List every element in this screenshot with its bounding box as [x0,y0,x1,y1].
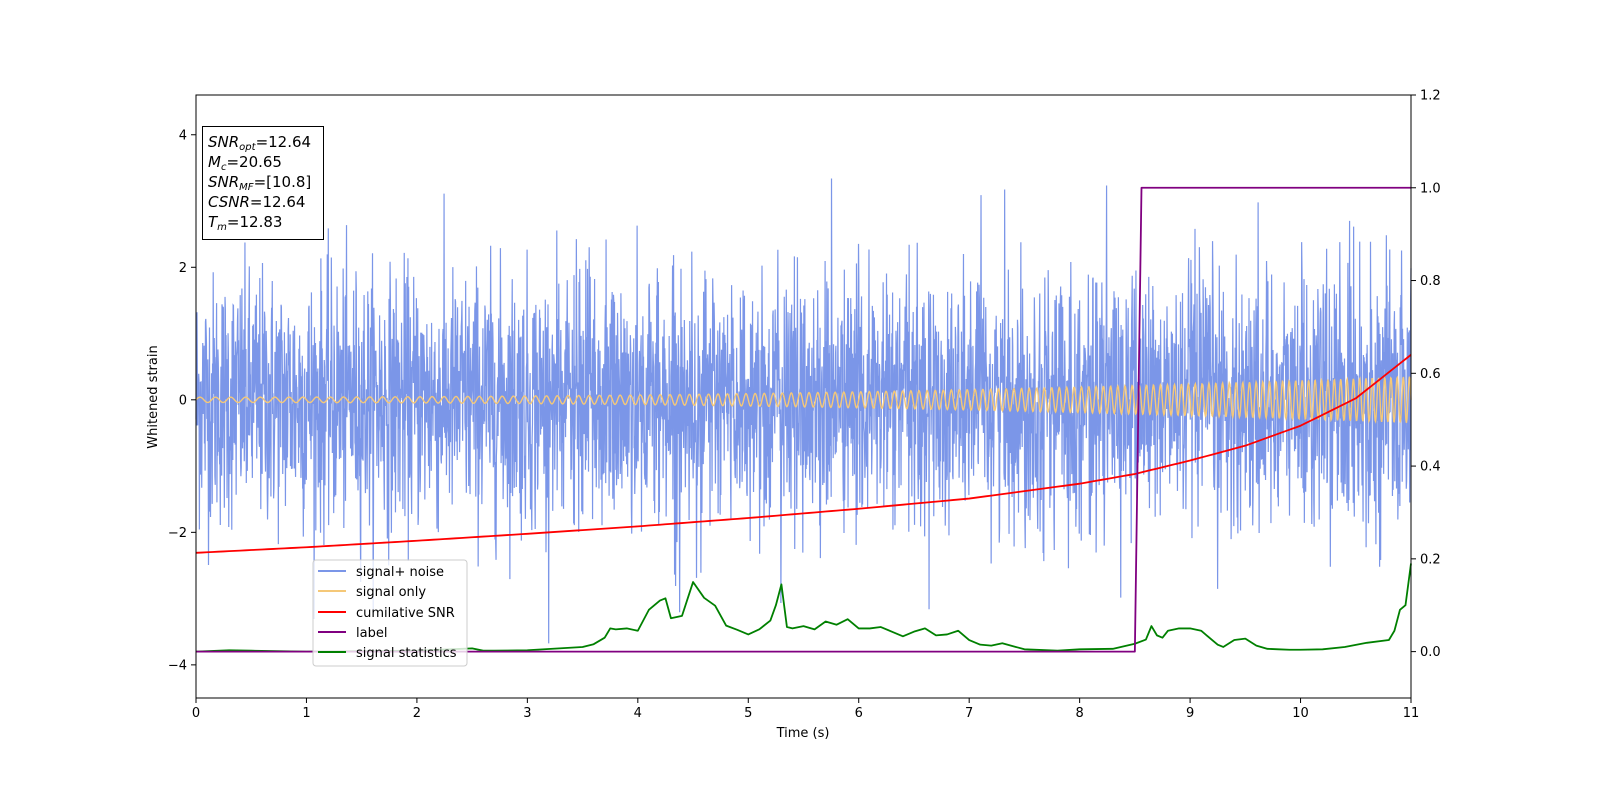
series-cumulative-snr [195,354,1412,554]
x-tick-label: 4 [634,706,642,721]
x-tick-label: 9 [1186,706,1194,721]
y-axis-label: Whitened strain [146,345,161,448]
y-tick-label: 4 [179,128,187,143]
legend-box [312,559,468,667]
x-tick-label: 2 [413,706,421,721]
stats-annotation-box: SNRopt=12.64 Mc=20.65 SNRMF=[10.8] CSNR=… [202,126,324,240]
x-tick-label: 6 [855,706,863,721]
stat-snr-mf: SNRMF=[10.8] [208,173,312,193]
x-tick-label: 0 [192,706,200,721]
y-tick-label: −2 [168,526,187,541]
stat-snr-opt: SNRopt=12.64 [208,133,312,153]
legend: signal+ noise signal only cumilative SNR… [312,559,468,667]
x-tick-label: 5 [744,706,752,721]
legend-label-signal-only: signal only [356,585,426,600]
legend-label-cumulative-snr: cumilative SNR [356,606,455,621]
y2-tick-label: 0.6 [1420,367,1441,382]
x-axis-label: Time (s) [776,726,830,741]
y-tick-label: 2 [179,261,187,276]
series-signal-noise [195,178,1412,644]
stat-csnr: CSNR=12.64 [208,193,306,211]
y-tick-label: −4 [168,658,187,673]
x-tick-label: 7 [965,706,973,721]
x-tick-label: 8 [1075,706,1083,721]
y2-tick-label: 0.0 [1420,645,1441,660]
legend-label-signal-noise: signal+ noise [356,565,444,580]
y2-tick-label: 0.8 [1420,274,1441,289]
plot-frame [195,94,1412,699]
y2-tick-label: 1.2 [1420,89,1441,104]
x-tick-label: 10 [1292,706,1309,721]
series-signal-statistics [195,563,1412,653]
stat-tm: Tm=12.83 [208,213,283,233]
y2-tick-label: 0.4 [1420,460,1441,475]
legend-label-signal-statistics: signal statistics [356,646,457,661]
x-tick-label: 1 [302,706,310,721]
y2-tick-label: 0.2 [1420,552,1441,567]
series-signal-only [195,375,1412,424]
y2-tick-label: 1.0 [1420,181,1441,196]
x-tick-label: 3 [523,706,531,721]
stat-mc: Mc=20.65 [208,153,282,173]
y-tick-label: 0 [179,393,187,408]
series-label [196,186,1411,653]
legend-label-label: label [356,626,387,641]
x-tick-label: 11 [1403,706,1420,721]
